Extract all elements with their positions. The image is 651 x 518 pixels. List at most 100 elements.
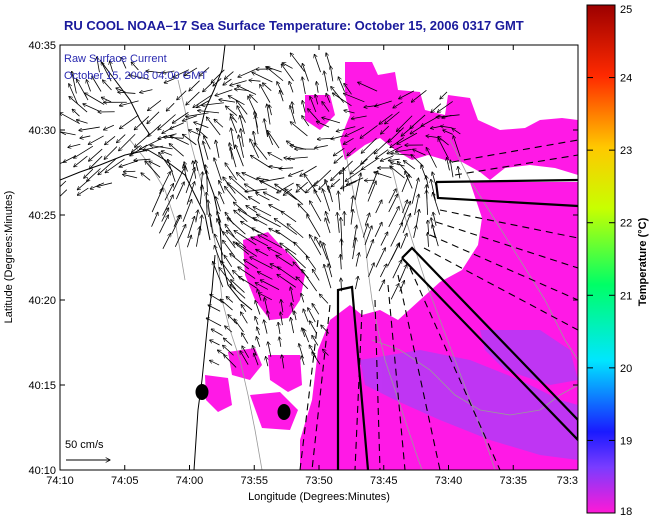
current-vector-arrow-icon <box>388 159 400 160</box>
current-vector-arrow-icon <box>390 223 403 247</box>
current-vector-arrow-icon <box>230 285 246 299</box>
current-vector-arrow-icon <box>262 83 272 91</box>
current-vector-arrow-icon <box>238 69 256 77</box>
current-vector-arrow-icon <box>301 293 305 303</box>
current-vector-arrow-icon <box>202 102 224 106</box>
current-vector-arrow-icon <box>168 159 176 182</box>
colorbar-tick-label: 20 <box>620 363 632 375</box>
current-vector-arrow-icon <box>411 178 418 204</box>
x-tick-label: 74:10 <box>46 475 74 487</box>
current-vector-arrow-icon <box>314 54 321 73</box>
current-vector-arrow-icon <box>86 80 91 92</box>
current-vector-arrow-icon <box>374 222 382 237</box>
current-vector-arrow-icon <box>403 161 416 170</box>
colorbar-tick-label: 24 <box>620 73 632 85</box>
current-vector-arrow-icon <box>149 161 161 168</box>
colorbar-gradient <box>586 4 616 514</box>
colorbar-tick-label: 22 <box>620 218 632 230</box>
current-vector-arrow-icon <box>426 147 437 168</box>
current-vector-arrow-icon <box>361 157 379 169</box>
current-vector-arrow-icon <box>379 264 387 278</box>
current-vector-arrow-icon <box>123 171 136 172</box>
current-vector-arrow-icon <box>148 100 162 110</box>
current-vector-arrow-icon <box>101 62 112 82</box>
current-vector-arrow-icon <box>328 186 333 203</box>
current-vector-arrow-icon <box>319 294 329 304</box>
current-vector-arrow-icon <box>240 351 249 365</box>
current-vector-arrow-icon <box>381 125 390 134</box>
current-vector-arrow-icon <box>433 212 437 226</box>
current-vector-arrow-icon <box>379 113 393 124</box>
current-vector-arrow-icon <box>287 157 308 159</box>
current-vector-arrow-icon <box>290 53 305 72</box>
current-vector-arrow-icon <box>303 329 310 343</box>
current-vector-arrow-icon <box>300 165 317 176</box>
current-vector-arrow-icon <box>182 199 192 222</box>
current-vector-arrow-icon <box>169 144 184 157</box>
current-vector-arrow-icon <box>209 360 220 366</box>
y-tick-label: 40:15 <box>28 380 56 392</box>
current-vector-arrow-icon <box>294 242 309 258</box>
current-vector-arrow-icon <box>250 155 271 168</box>
current-vector-arrow-icon <box>224 355 237 368</box>
current-vector-arrow-icon <box>213 78 222 86</box>
current-vector-arrow-icon <box>399 265 406 282</box>
current-vector-arrow-icon <box>118 92 136 93</box>
current-vector-arrow-icon <box>268 133 274 146</box>
current-vector-arrow-icon <box>392 260 402 279</box>
x-tick-label: 74:05 <box>111 475 139 487</box>
current-vector-arrow-icon <box>401 125 414 136</box>
current-vector-arrow-icon <box>207 171 208 193</box>
current-vector-arrow-icon <box>266 356 268 367</box>
current-vector-arrow-icon <box>211 329 223 336</box>
current-vector-arrow-icon <box>89 148 103 161</box>
current-vector-arrow-icon <box>331 169 342 180</box>
current-vector-arrow-icon <box>399 280 405 292</box>
current-vector-arrow-icon <box>268 342 272 357</box>
current-vector-arrow-icon <box>279 168 294 169</box>
current-vector-arrow-icon <box>146 71 162 73</box>
current-vector-arrow-icon <box>257 327 260 336</box>
current-vector-arrow-icon <box>251 237 269 247</box>
current-vector-arrow-icon <box>225 326 233 333</box>
current-vector-arrow-icon <box>302 77 306 95</box>
x-tick-label: 73:55 <box>240 475 268 487</box>
current-vector-arrow-icon <box>321 325 330 334</box>
current-vector-arrow-icon <box>308 109 320 123</box>
current-vector-arrow-icon <box>338 191 340 211</box>
current-vector-arrow-icon <box>309 321 317 334</box>
current-vector-arrow-icon <box>225 163 237 181</box>
current-vector-arrow-icon <box>77 187 89 195</box>
current-vector-arrow-icon <box>60 189 68 197</box>
current-vector-arrow-icon <box>97 182 113 187</box>
current-vector-arrow-icon <box>254 353 259 366</box>
current-vector-arrow-icon <box>249 80 261 81</box>
current-vector-arrow-icon <box>186 112 209 117</box>
current-vector-arrow-icon <box>332 93 352 107</box>
current-vector-arrow-icon <box>237 85 257 95</box>
current-vector-arrow-icon <box>344 110 355 114</box>
current-vector-arrow-icon <box>258 235 283 249</box>
current-vector-arrow-icon <box>325 218 331 234</box>
current-vector-arrow-icon <box>186 182 195 205</box>
current-vector-arrow-icon <box>361 137 377 153</box>
current-vector-arrow-icon <box>244 260 258 269</box>
current-vector-arrow-icon <box>224 255 233 268</box>
current-vector-arrow-icon <box>141 173 151 181</box>
current-vector-arrow-icon <box>199 215 202 236</box>
x-axis-label: Longitude (Degrees:Minutes) <box>248 491 390 503</box>
current-vector-arrow-icon <box>119 114 139 129</box>
current-vector-arrow-icon <box>443 130 453 135</box>
current-vector-arrow-icon <box>431 103 442 113</box>
current-vector-arrow-icon <box>400 201 410 225</box>
current-vector-arrow-icon <box>129 75 150 80</box>
current-vector-arrow-icon <box>320 241 328 260</box>
current-vector-arrow-icon <box>344 83 352 95</box>
current-vector-arrow-icon <box>345 126 364 136</box>
current-vector-arrow-icon <box>223 78 232 85</box>
current-vector-arrow-icon <box>345 168 364 182</box>
current-vector-arrow-icon <box>60 131 67 136</box>
current-vector-arrow-icon <box>230 254 250 270</box>
current-vector-arrow-icon <box>375 248 385 268</box>
current-vector-arrow-icon <box>188 130 201 136</box>
